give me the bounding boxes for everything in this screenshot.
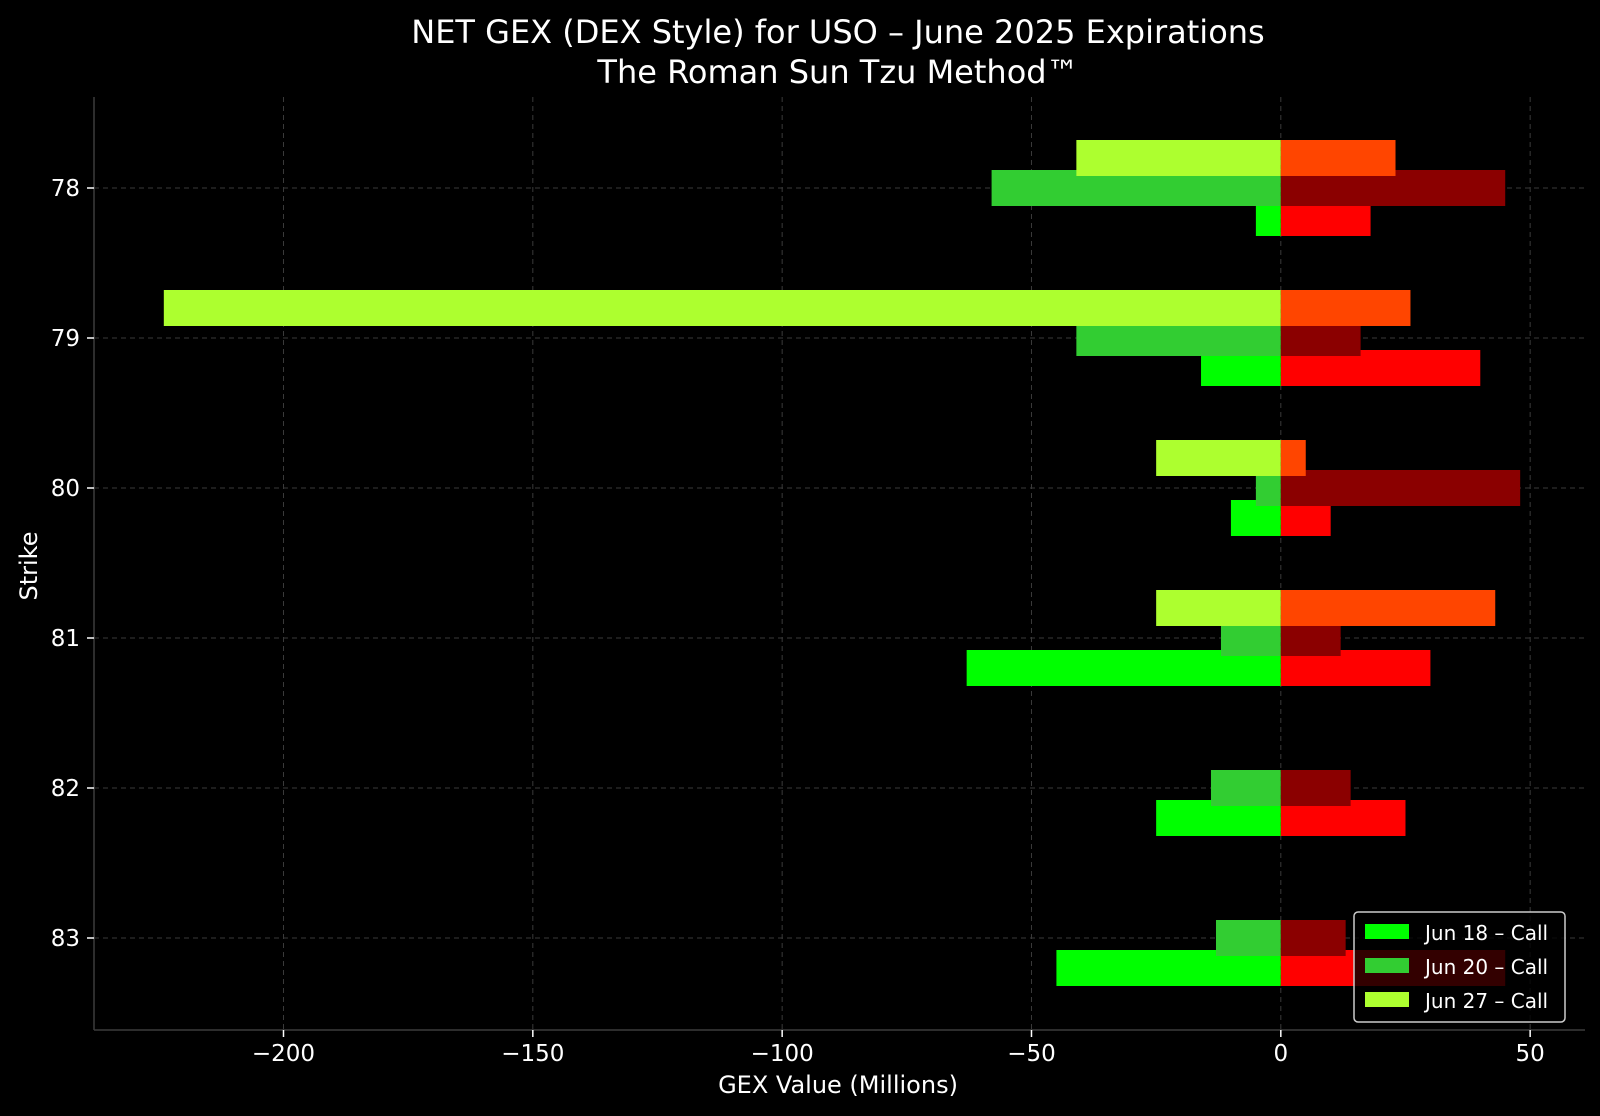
put-bar-83	[1280, 920, 1346, 956]
put-bar-79	[1280, 290, 1411, 326]
call-bar-79	[163, 290, 1281, 326]
legend-swatch	[1365, 992, 1409, 1007]
y-tick-label: 81	[51, 626, 80, 652]
x-tick-label: −200	[252, 1041, 315, 1067]
call-bar-78	[1076, 140, 1281, 176]
x-tick-label: −100	[751, 1041, 814, 1067]
y-tick-label: 82	[51, 776, 80, 802]
legend-label: Jun 18 – Call	[1423, 921, 1548, 945]
put-bar-80	[1280, 440, 1306, 476]
put-bar-82	[1280, 770, 1351, 806]
y-tick-label: 79	[51, 326, 80, 352]
x-tick-label: 0	[1273, 1041, 1288, 1067]
put-bar-80	[1280, 470, 1521, 506]
y-tick-label: 80	[51, 476, 80, 502]
x-tick-label: −50	[1007, 1041, 1056, 1067]
legend: Jun 18 – Call Jun 20 – Call Jun 27 – Call	[1353, 911, 1566, 1023]
call-bar-83	[1215, 920, 1281, 956]
put-bar-81	[1280, 590, 1496, 626]
axes: −200 −150 −100 −50 0 50 78 79 80 81 82 83	[51, 97, 1585, 1067]
call-bar-81	[1156, 590, 1281, 626]
y-tick-label: 78	[51, 176, 80, 202]
put-bar-78	[1280, 140, 1396, 176]
call-bar-80	[1156, 440, 1281, 476]
y-tick-label: 83	[51, 926, 80, 952]
chart-title: NET GEX (DEX Style) for USO – June 2025 …	[411, 13, 1264, 51]
call-bar-82	[1211, 770, 1281, 806]
legend-label: Jun 27 – Call	[1423, 989, 1548, 1013]
chart-subtitle: The Roman Sun Tzu Method™	[596, 53, 1078, 91]
legend-label: Jun 20 – Call	[1423, 955, 1548, 979]
legend-swatch	[1365, 958, 1409, 973]
x-axis-label: GEX Value (Millions)	[718, 1071, 958, 1099]
x-tick-label: −150	[501, 1041, 564, 1067]
legend-swatch	[1365, 924, 1409, 939]
y-axis-label: Strike	[15, 532, 43, 601]
x-tick-label: 50	[1516, 1041, 1545, 1067]
